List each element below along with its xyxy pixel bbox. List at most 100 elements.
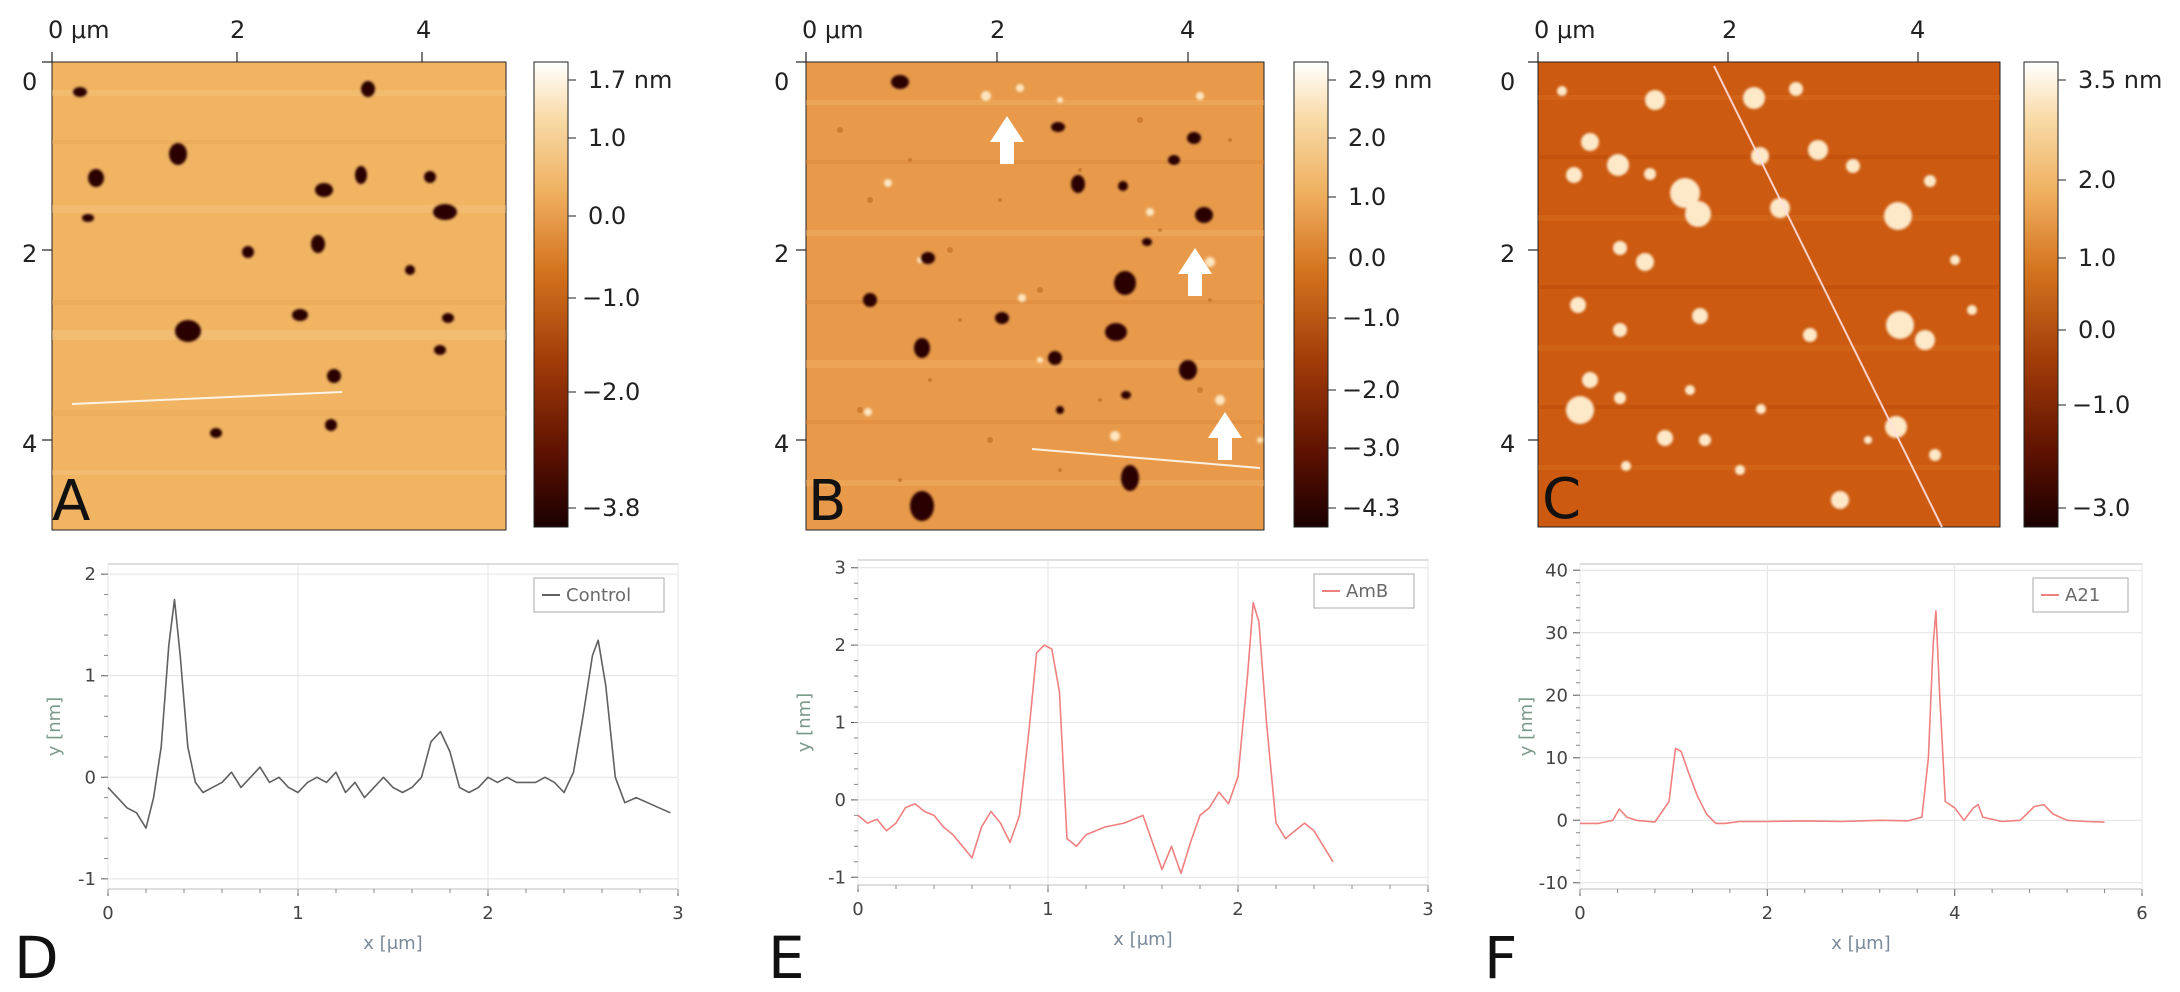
afm-pits-b — [863, 75, 1213, 521]
colorbar-ticks-b — [1328, 79, 1336, 509]
colorbar-b-label-1: 2.0 — [1348, 124, 1386, 152]
colorbar-a-label-0: 1.7 nm — [588, 66, 672, 94]
colorbar-ticks-c — [2058, 79, 2066, 509]
y-tick-a-0: 0 — [22, 68, 37, 96]
x-axis-label: x [μm] — [363, 933, 422, 954]
legend-label: AmB — [1346, 581, 1388, 602]
panel-letter-b: B — [808, 469, 846, 534]
colorbar-a-label-1: 1.0 — [588, 124, 626, 152]
colorbar-a-label-5: −3.8 — [582, 494, 640, 522]
y-tick-label: -10 — [1539, 873, 1568, 894]
y-tick-a-2: 4 — [22, 430, 37, 458]
y-tick-label: 20 — [1545, 685, 1568, 706]
colorbar-c — [2023, 61, 2059, 528]
plot-f: 0 2 4 6 -10 0 10 20 30 40 x [μm] y [nm] A21 — [1516, 560, 2148, 954]
profile-line-c — [1713, 65, 1943, 528]
colorbar-b-label-0: 2.9 nm — [1348, 66, 1432, 94]
y-tick-label: -1 — [828, 867, 846, 888]
colorbar-b-label-3: 0.0 — [1348, 244, 1386, 272]
arrow-up-icon — [1178, 248, 1212, 296]
y-tick-label: 3 — [835, 558, 846, 579]
legend-label: A21 — [2065, 585, 2100, 606]
colorbar-b-label-5: −2.0 — [1342, 376, 1400, 404]
afm-texture-c — [1538, 95, 2000, 470]
y-tick-label: 1 — [835, 713, 846, 734]
afm-pits-a — [73, 81, 457, 438]
y-tick-label: 30 — [1545, 623, 1568, 644]
y-tick-b-1: 2 — [774, 240, 789, 268]
afm-grains-b — [837, 117, 1232, 482]
colorbar-c-label-1: 2.0 — [2078, 166, 2116, 194]
y-tick-a-1: 2 — [22, 240, 37, 268]
arrow-up-icon — [990, 116, 1024, 164]
x-tick-label: 1 — [1042, 899, 1053, 920]
x-tick-label: 3 — [672, 903, 683, 924]
panel-letter-c: C — [1542, 467, 1581, 532]
plot-frame — [107, 563, 679, 890]
y-axis-label: y [nm] — [44, 697, 65, 756]
y-tick-c-2: 4 — [1500, 430, 1515, 458]
colorbar-c-label-2: 1.0 — [2078, 244, 2116, 272]
x-tick-label: 0 — [102, 903, 113, 924]
x-tick-c-0: 0 μm — [1534, 16, 1596, 44]
series-line-amb — [857, 601, 1334, 875]
y-tick-label: 2 — [85, 564, 96, 585]
axis-ticks-c — [1528, 52, 1919, 441]
x-tick-label: 3 — [1422, 899, 1433, 920]
x-tick-c-1: 2 — [1722, 16, 1737, 44]
x-axis-label: x [μm] — [1831, 933, 1890, 954]
x-tick-label: 6 — [2136, 903, 2147, 924]
x-tick-label: 2 — [482, 903, 493, 924]
colorbar-ticks-a — [568, 79, 576, 509]
y-tick-label: 0 — [835, 790, 846, 811]
x-tick-c-2: 4 — [1910, 16, 1925, 44]
afm-aggregates-c — [1557, 82, 1977, 509]
y-axis-label: y [nm] — [794, 693, 815, 752]
x-tick-label: 0 — [852, 899, 863, 920]
colorbar-b-label-6: −3.0 — [1342, 434, 1400, 462]
x-tick-a-1: 2 — [230, 16, 245, 44]
panel-letter-d: D — [14, 924, 59, 988]
plot-d: 0 1 2 3 -1 0 1 2 x [μm] y [nm] Control — [44, 563, 684, 954]
colorbar-b — [1293, 61, 1329, 528]
y-tick-b-0: 0 — [774, 68, 789, 96]
profile-line-b — [1031, 448, 1261, 469]
axis-ticks-b — [796, 52, 1189, 441]
x-tick-label: 2 — [1232, 899, 1243, 920]
y-tick-label: -1 — [78, 869, 96, 890]
series-line-control — [107, 598, 671, 829]
colorbar-b-label-2: 1.0 — [1348, 183, 1386, 211]
profile-line-a — [71, 391, 343, 405]
y-tick-c-0: 0 — [1500, 68, 1515, 96]
afm-texture-b — [806, 100, 1264, 486]
x-tick-label: 0 — [1574, 903, 1585, 924]
colorbar-a-label-2: 0.0 — [588, 202, 626, 230]
afm-bumps-b — [864, 84, 1263, 443]
y-tick-label: 1 — [85, 666, 96, 687]
colorbar-c-label-0: 3.5 nm — [2078, 66, 2162, 94]
colorbar-a-label-3: −1.0 — [582, 284, 640, 312]
colorbar-c-label-4: −1.0 — [2072, 391, 2130, 419]
x-tick-b-1: 2 — [990, 16, 1005, 44]
y-tick-label: 0 — [1557, 810, 1568, 831]
x-tick-b-2: 4 — [1180, 16, 1195, 44]
panel-letter-a: A — [52, 469, 90, 534]
colorbar-a — [533, 61, 569, 528]
y-tick-label: 2 — [835, 635, 846, 656]
x-tick-label: 2 — [1762, 903, 1773, 924]
panel-a: 0 μm 2 4 0 2 4 A 1.7 nm 1.0 0.0 −1.0 −2.… — [22, 16, 672, 534]
x-tick-label: 4 — [1949, 903, 1960, 924]
plot-frame — [1579, 563, 2143, 890]
afm-texture-a — [52, 90, 506, 475]
y-tick-label: 0 — [85, 767, 96, 788]
legend-label: Control — [566, 585, 631, 606]
colorbar-a-label-4: −2.0 — [582, 378, 640, 406]
panel-c: 0 μm 2 4 0 2 4 C 3.5 nm 2.0 1.0 0.0 −1.0… — [1500, 16, 2162, 532]
arrow-up-icon — [1208, 412, 1242, 460]
y-tick-label: 40 — [1545, 560, 1568, 581]
axis-ticks-a — [42, 52, 423, 441]
colorbar-c-label-5: −3.0 — [2072, 494, 2130, 522]
colorbar-b-label-4: −1.0 — [1342, 304, 1400, 332]
